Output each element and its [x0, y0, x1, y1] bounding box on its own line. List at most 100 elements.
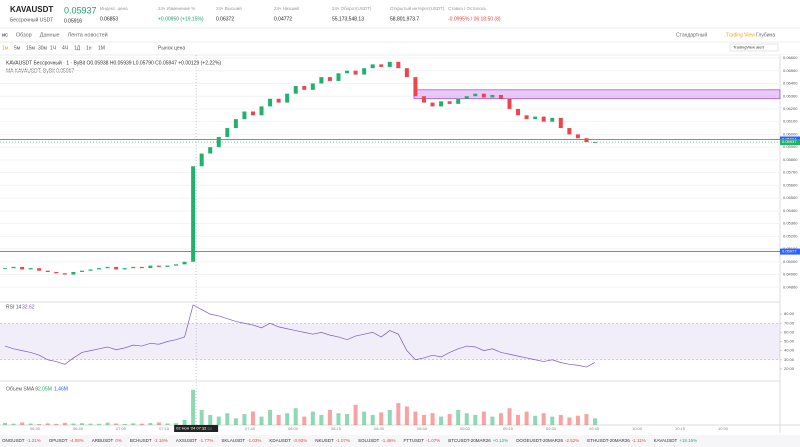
volume-bar	[302, 416, 307, 425]
y-tick-label: 0.06500	[783, 68, 798, 73]
ticker-name[interactable]: AXSUSDT	[176, 438, 198, 443]
interval[interactable]: 1Ч	[50, 45, 56, 51]
ticker-name[interactable]: ONGUSDT	[2, 438, 25, 443]
candle	[473, 93, 478, 97]
stat-value: 58,801,973.7	[390, 16, 419, 22]
candle	[533, 116, 538, 120]
y-tick-label: 0.05200	[783, 233, 798, 238]
volume-bar	[473, 414, 478, 425]
ticker-name[interactable]: SKLAUSDT	[221, 438, 245, 443]
interval[interactable]: 1М	[98, 45, 105, 51]
rsi-tick-label: 40.00	[784, 348, 795, 353]
rsi-tick-label: 30.00	[784, 357, 795, 362]
ticker-name[interactable]: ARBUSDT	[92, 438, 114, 443]
candle	[225, 128, 230, 137]
candle	[191, 166, 196, 262]
alert-badge-label[interactable]: TradingView alert	[733, 45, 765, 50]
ticker-name[interactable]: ETHUSDT-20MAR26	[587, 438, 630, 443]
x-tick-label: 07:30	[202, 426, 213, 431]
candle	[28, 268, 33, 270]
y-tick-label: 0.05300	[783, 221, 798, 226]
view-tab[interactable]: Глубина	[756, 32, 775, 38]
interval[interactable]: 1Д	[74, 45, 81, 51]
ticker-change: -2.52%	[565, 438, 579, 443]
candle	[481, 93, 486, 98]
candle	[421, 96, 426, 103]
rsi-label: RSI 14	[6, 304, 22, 310]
ticker-change: -1.77%	[199, 438, 213, 443]
volume-bar	[404, 406, 409, 425]
stat-value: 55,173,548.13	[332, 16, 364, 22]
ticker-name[interactable]: BTCUSDT-20MAR26	[448, 438, 491, 443]
ticker-name[interactable]: KAVAUSDT	[654, 438, 678, 443]
view-tab[interactable]: Стандартный	[676, 31, 707, 38]
candle	[575, 134, 580, 139]
interval[interactable]: 15м	[26, 45, 36, 51]
tab[interactable]: Лента новостей	[68, 31, 108, 38]
volume-bar	[182, 419, 187, 425]
volume-bar	[88, 423, 93, 425]
last-price-tag	[780, 139, 800, 146]
view-tab[interactable]: Trading View	[726, 32, 755, 38]
candle	[268, 98, 273, 107]
volume-bar	[387, 409, 392, 425]
y-tick-label: 0.06400	[783, 81, 798, 86]
candle	[370, 64, 375, 69]
ticker-name[interactable]: OPUSDT	[49, 438, 68, 443]
interval[interactable]: 4Ч	[62, 45, 68, 51]
interval[interactable]: 1н	[86, 45, 92, 51]
price-type[interactable]: Рынок цена	[158, 45, 185, 51]
candle	[122, 268, 127, 270]
volume-bar	[293, 408, 298, 425]
candle	[276, 98, 281, 103]
candle	[464, 96, 469, 99]
tab[interactable]: Обзор	[16, 32, 32, 38]
ticker-change: -1.46%	[381, 438, 395, 443]
y-tick-label: 0.05600	[783, 182, 798, 187]
candle	[567, 128, 572, 135]
volume-value: 2.05M	[38, 386, 52, 392]
tab[interactable]: ис	[2, 32, 8, 38]
y-tick-label: 0.05500	[783, 195, 798, 200]
y-tick-label: 0.05700	[783, 170, 798, 175]
candle	[88, 269, 93, 271]
volume-bar	[498, 413, 503, 425]
candle	[3, 268, 7, 269]
interval[interactable]: 1м	[2, 45, 9, 51]
ma-legend: MA KAVAUSDT, ByBit 0.05967	[6, 68, 74, 74]
y-tick-label: 0.06300	[783, 93, 798, 98]
ticker-change: -1.03%	[247, 438, 261, 443]
candle	[345, 70, 350, 74]
ticker-name[interactable]: DOGEUSDT-20MAR26	[516, 438, 563, 443]
interval[interactable]: 30м	[38, 45, 48, 51]
interval[interactable]: 5м	[14, 45, 21, 51]
y-tick-label: 0.06100	[783, 119, 798, 124]
x-tick-label: 07:15	[159, 426, 170, 431]
volume-bar	[533, 415, 538, 425]
symbol[interactable]: KAVAUSDT	[10, 5, 53, 14]
y-tick-label: 0.06200	[783, 106, 798, 111]
volume-bar	[268, 409, 273, 425]
stat-label: Индекс. цена	[100, 6, 128, 11]
volume-bar	[464, 413, 469, 425]
candle	[558, 117, 563, 129]
ticker-name[interactable]: BCHUSDT	[130, 438, 152, 443]
ticker-name[interactable]: FTTUSDT	[404, 438, 425, 443]
volume-sma: 1.46M	[54, 386, 68, 392]
ticker-change: -1.21%	[27, 438, 41, 443]
volume-bar	[71, 423, 76, 425]
candle	[456, 98, 461, 104]
alert-badge	[729, 43, 779, 52]
ticker-name[interactable]: NKUSDT	[315, 438, 334, 443]
price-axis	[780, 55, 800, 435]
volume-bar	[379, 412, 384, 425]
stat-value: 0.06853	[100, 16, 118, 22]
tab[interactable]: Данные	[40, 32, 60, 38]
candle	[242, 111, 247, 120]
ticker-name[interactable]: KDAUSDT	[269, 438, 291, 443]
ticker-change: -4.08%	[70, 438, 84, 443]
rsi-tick-label: 60.00	[784, 329, 795, 334]
ticker-name[interactable]: SOLUSDT	[358, 438, 380, 443]
candle	[216, 136, 221, 148]
